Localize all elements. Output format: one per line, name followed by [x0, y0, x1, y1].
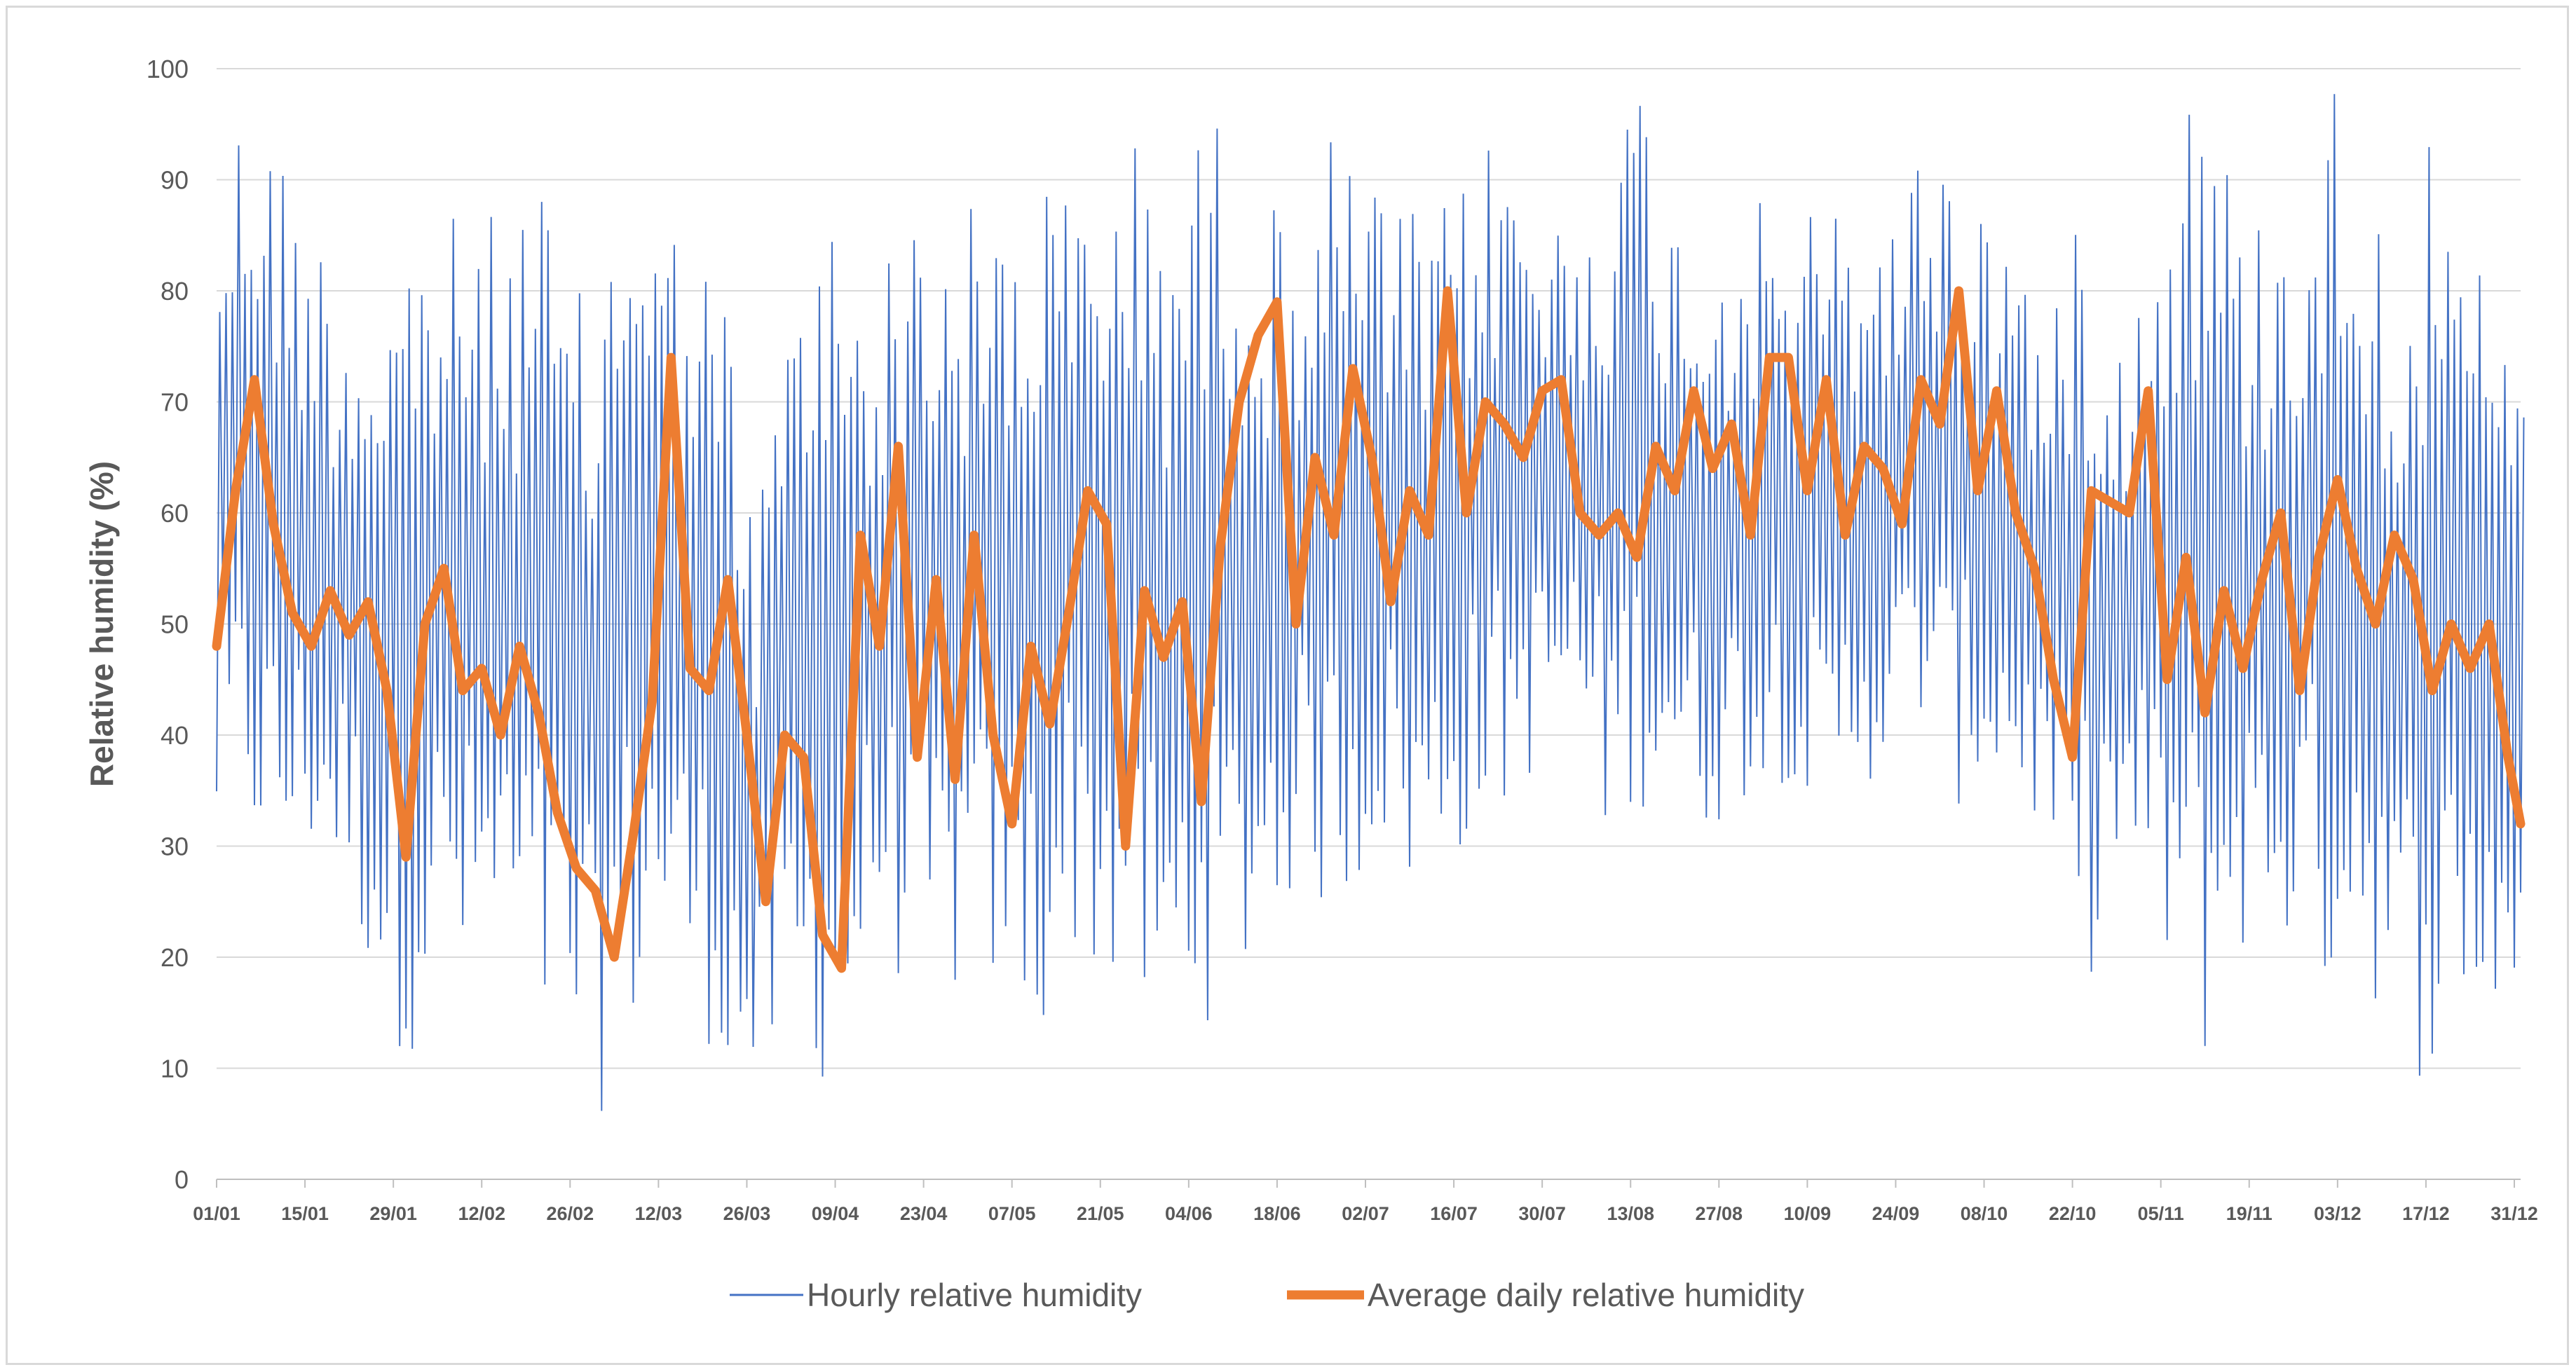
x-tick-label-20: 08/10	[1961, 1203, 2008, 1224]
y-tick-label-40: 40	[161, 721, 189, 750]
y-tick-label-0: 0	[175, 1165, 189, 1194]
humidity-chart: 0 10 20 30 40 50 60 70 80 90 100 01/01 15/01 29/01 12…	[83, 55, 2538, 1313]
x-tick-label-12: 18/06	[1253, 1203, 1301, 1224]
x-tick-label-9: 07/05	[988, 1203, 1036, 1224]
x-tick-label-25: 17/12	[2402, 1203, 2450, 1224]
x-tick-label-24: 03/12	[2314, 1203, 2362, 1224]
y-tick-labels: 0 10 20 30 40 50 60 70 80 90 100	[146, 55, 189, 1194]
x-tick-label-5: 12/03	[635, 1203, 683, 1224]
y-tick-label-80: 80	[161, 277, 189, 306]
x-tick-label-16: 13/08	[1607, 1203, 1654, 1224]
x-tick-label-21: 22/10	[2049, 1203, 2097, 1224]
y-tick-label-90: 90	[161, 166, 189, 195]
x-tick-labels: 01/01 15/01 29/01 12/02 26/02 12/03 26/03 09/04…	[193, 1179, 2538, 1224]
x-tick-label-6: 26/03	[723, 1203, 771, 1224]
x-tick-label-23: 19/11	[2226, 1203, 2272, 1224]
x-tick-label-10: 21/05	[1077, 1203, 1124, 1224]
x-tick-label-3: 12/02	[458, 1203, 505, 1224]
x-tick-label-8: 23/04	[900, 1203, 948, 1224]
y-tick-label-20: 20	[161, 943, 189, 972]
x-tick-label-11: 04/06	[1165, 1203, 1213, 1224]
y-tick-label-100: 100	[146, 55, 189, 83]
x-tick-label-1: 15/01	[281, 1203, 329, 1224]
y-tick-label-60: 60	[161, 499, 189, 528]
x-tick-label-7: 09/04	[812, 1203, 859, 1224]
legend-label-average: Average daily relative humidity	[1368, 1277, 1804, 1313]
x-tick-label-18: 10/09	[1784, 1203, 1832, 1224]
x-tick-label-14: 16/07	[1430, 1203, 1478, 1224]
x-tick-label-17: 27/08	[1696, 1203, 1743, 1224]
x-tick-label-19: 24/09	[1872, 1203, 1920, 1224]
average-humidity-line	[212, 286, 2526, 973]
x-tick-label-15: 30/07	[1518, 1203, 1566, 1224]
x-tick-label-22: 05/11	[2138, 1203, 2184, 1224]
chart-frame: 0 10 20 30 40 50 60 70 80 90 100 01/01 15/01 29/01 12…	[6, 6, 2569, 1365]
average-series-layer	[212, 286, 2526, 973]
x-tick-label-26: 31/12	[2490, 1203, 2538, 1224]
y-tick-label-50: 50	[161, 610, 189, 639]
y-tick-label-10: 10	[161, 1055, 189, 1083]
y-axis-label: Relative humidity (%)	[83, 461, 120, 787]
y-tick-label-30: 30	[161, 832, 189, 861]
x-tick-label-2: 29/01	[369, 1203, 417, 1224]
x-tick-label-0: 01/01	[193, 1203, 240, 1224]
x-tick-label-13: 02/07	[1342, 1203, 1389, 1224]
legend: Hourly relative humidity Average daily r…	[730, 1277, 1804, 1313]
hourly-series-layer	[216, 94, 2525, 1111]
y-tick-label-70: 70	[161, 388, 189, 417]
legend-label-hourly: Hourly relative humidity	[807, 1277, 1142, 1313]
hourly-humidity-line	[216, 94, 2525, 1111]
x-tick-label-4: 26/02	[547, 1203, 594, 1224]
